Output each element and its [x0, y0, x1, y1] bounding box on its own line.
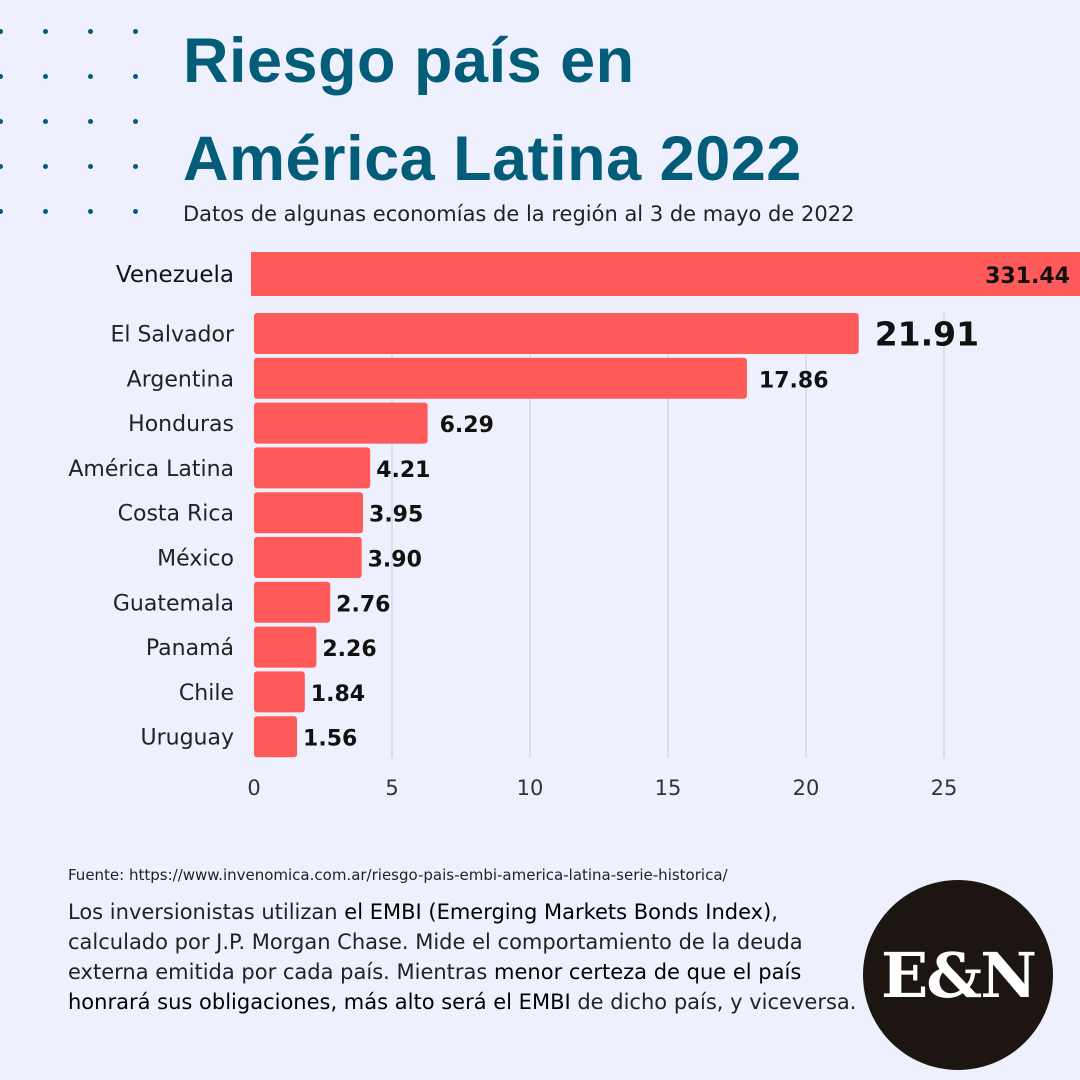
value-label: 17.86	[759, 368, 829, 393]
category-label: Panamá	[146, 636, 234, 661]
value-label: 4.21	[376, 458, 430, 483]
bar	[254, 537, 362, 578]
category-label: Venezuela	[116, 262, 234, 288]
decorative-dot	[43, 209, 48, 214]
value-label: 3.90	[368, 548, 422, 573]
description-text: Los inversionistas utilizan el EMBI (Eme…	[68, 897, 858, 1017]
bar-chart: Venezuela 331.44 El Salvador 21.91 Argentina…	[68, 252, 1080, 800]
category-label: Uruguay	[141, 726, 235, 751]
x-tick-label: 5	[385, 776, 398, 800]
value-label: 1.56	[303, 727, 357, 752]
x-tick-label: 10	[517, 776, 544, 800]
value-label: 2.26	[322, 637, 376, 662]
decorative-dot	[133, 74, 138, 79]
decorative-dot	[43, 29, 48, 34]
category-label: Chile	[179, 681, 234, 706]
value-label: 2.76	[336, 592, 390, 617]
bar	[254, 671, 305, 713]
category-label: Honduras	[128, 412, 234, 437]
desc-emphasis-1: el EMBI (Emerging Markets Bonds Index)	[344, 900, 772, 924]
category-label: Costa Rica	[118, 502, 234, 527]
decorative-dot	[0, 119, 3, 124]
page-title-line-1: Riesgo país en	[183, 26, 635, 96]
x-tick-label: 25	[931, 776, 958, 800]
bar	[254, 492, 364, 534]
decorative-dot	[133, 29, 138, 34]
value-label: 1.84	[311, 682, 365, 707]
decorative-dot	[0, 29, 3, 34]
decorative-dot	[43, 164, 48, 169]
bar	[254, 581, 331, 623]
bar	[254, 447, 371, 489]
decorative-dot	[0, 164, 3, 169]
decorative-dot	[133, 119, 138, 124]
value-label: 331.44	[985, 264, 1070, 289]
bar	[254, 716, 298, 758]
brand-logo: E&N	[863, 880, 1053, 1070]
value-label: 3.95	[369, 503, 423, 528]
decorative-dot	[88, 29, 93, 34]
source-citation: Fuente: https://www.invenomica.com.ar/ri…	[68, 866, 728, 884]
decorative-dot	[0, 209, 3, 214]
x-tick-label: 20	[793, 776, 820, 800]
page-subtitle: Datos de algunas economías de la región …	[183, 202, 855, 226]
decorative-dot	[88, 164, 93, 169]
desc-emphasis-2: menor certeza de que el país honrará sus…	[68, 960, 802, 1014]
page-title-line-2: América Latina 2022	[183, 124, 802, 194]
category-label: México	[157, 547, 234, 572]
category-label: Argentina	[127, 367, 234, 392]
bar	[254, 357, 747, 399]
x-tick-label: 15	[655, 776, 682, 800]
decorative-dot	[133, 164, 138, 169]
category-label: América Latina	[68, 457, 234, 482]
bar	[254, 626, 317, 668]
bar	[254, 402, 428, 444]
bar	[251, 252, 1080, 296]
category-label: El Salvador	[110, 323, 234, 348]
desc-part-3: de dicho país, y viceversa.	[570, 990, 857, 1014]
decorative-dot	[133, 209, 138, 214]
bar	[254, 313, 859, 354]
decorative-dot	[88, 209, 93, 214]
x-tick-label: 0	[247, 776, 260, 800]
value-label: 6.29	[440, 413, 494, 438]
desc-part-2: , calculado por J.P. Morgan Chase. Mide …	[68, 900, 803, 984]
decorative-dot	[43, 74, 48, 79]
brand-logo-text: E&N	[881, 938, 1037, 1012]
decorative-dot	[43, 119, 48, 124]
decorative-dot	[0, 74, 3, 79]
decorative-dot	[88, 74, 93, 79]
value-label: 21.91	[875, 315, 979, 354]
desc-part-1: Los inversionistas utilizan	[68, 900, 345, 924]
decorative-dot	[88, 119, 93, 124]
category-label: Guatemala	[113, 591, 234, 616]
